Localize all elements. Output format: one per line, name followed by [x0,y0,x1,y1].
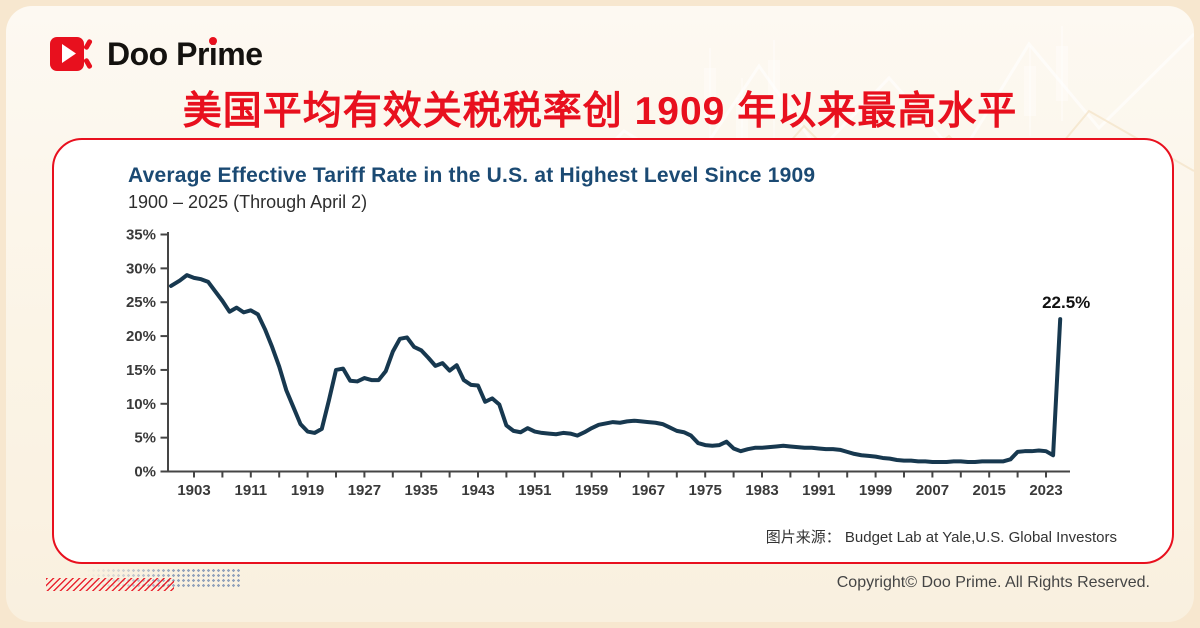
background-panel: Doo Prime 美国平均有效关税税率创 1909 年以来最高水平 Avera… [6,6,1194,622]
image-source-credit: 图片来源： Budget Lab at Yale,U.S. Global Inv… [765,529,1117,546]
doo-prime-logo: Doo Prime [49,34,263,74]
copyright-text: Copyright© Doo Prime. All Rights Reserve… [836,574,1150,591]
doo-prime-logo-icon [50,37,93,71]
chart-subtitle: 1900 – 2025 (Through April 2) [128,192,368,212]
doo-prime-logo-text: Doo Prime [107,36,263,73]
logo-text-i: i [208,35,218,72]
footer-stripe-decoration [46,578,174,591]
chart-title: Average Effective Tariff Rate in the U.S… [128,164,816,187]
logo-text-pre: Doo Pr [107,35,209,72]
page-title: 美国平均有效关税税率创 1909 年以来最高水平 [182,90,1018,133]
logo-text-post: me [217,35,263,72]
